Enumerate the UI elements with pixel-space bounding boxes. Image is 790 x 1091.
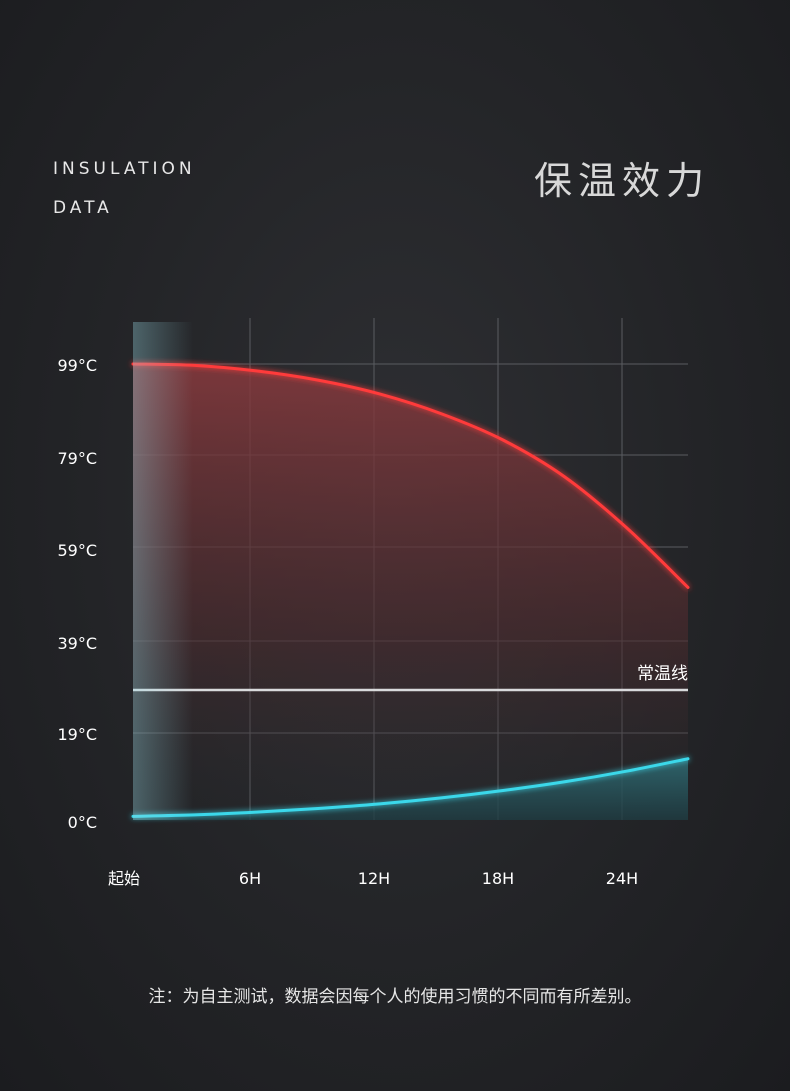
line-layer xyxy=(131,362,690,818)
cold-temperature-line xyxy=(131,757,690,818)
y-tick-label: 79°C xyxy=(57,449,97,468)
area-layer xyxy=(133,364,688,820)
room-temperature-label: 常温线 xyxy=(637,664,688,684)
y-tick-label: 39°C xyxy=(57,634,97,653)
hot-temperature-line xyxy=(131,362,690,589)
y-tick-label: 59°C xyxy=(57,541,97,560)
label-layer: 常温线 99°C 79°C 59°C 39°C 19°C 0°C 起始 6H 12H 18H 24H xyxy=(57,356,688,888)
y-tick-label: 19°C xyxy=(57,725,97,744)
title-en: INSULATION DATA xyxy=(53,150,196,228)
x-tick-label: 起始 xyxy=(108,869,140,888)
x-tick-label: 12H xyxy=(358,869,390,888)
x-tick-label: 18H xyxy=(482,869,514,888)
cold-temperature-area xyxy=(133,758,688,820)
title-cn: 保温效力 xyxy=(533,159,710,203)
axis-layer xyxy=(122,322,718,830)
y-tick-label: 99°C xyxy=(57,356,97,375)
x-tick-label: 24H xyxy=(606,869,638,888)
title-en-line1: INSULATION xyxy=(53,159,196,179)
footnote: 注：为自主测试，数据会因每个人的使用习惯的不同而有所差别。 xyxy=(148,987,642,1007)
y-tick-label: 0°C xyxy=(68,813,97,832)
x-tick-label: 6H xyxy=(239,869,261,888)
hot-temperature-area xyxy=(133,364,688,820)
y-axis-glow xyxy=(133,322,193,820)
title-en-line2: DATA xyxy=(53,198,113,218)
